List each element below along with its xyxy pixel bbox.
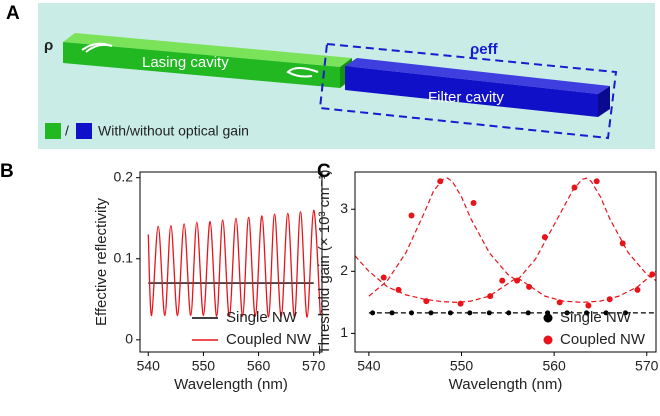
marker	[541, 234, 548, 241]
marker	[525, 310, 531, 316]
y-axis-label: Effective reflectivity	[93, 197, 110, 326]
panel-label: C	[317, 161, 331, 182]
line	[147, 209, 321, 318]
line	[355, 255, 656, 303]
dashed-box	[318, 42, 618, 140]
marker	[593, 178, 600, 185]
marker	[423, 298, 430, 305]
line	[368, 177, 656, 297]
x-tick-label: 550	[192, 358, 216, 374]
marker	[470, 200, 477, 207]
lasing-label: Lasing cavity	[142, 54, 229, 71]
legend-text: With/without optical gain	[98, 123, 249, 139]
panel-label: B	[0, 161, 14, 182]
arrow	[286, 67, 319, 78]
filter-top	[345, 58, 610, 94]
marker	[585, 302, 592, 309]
plot-frame	[139, 171, 323, 353]
lasing-cavity	[63, 42, 340, 88]
y-tick-label: 0.2	[114, 168, 134, 184]
legend-label: Coupled NW	[226, 331, 312, 348]
marker	[622, 310, 628, 316]
legend-green	[45, 123, 61, 139]
x-tick-label: 540	[137, 358, 161, 374]
y-tick-label: 3	[340, 200, 348, 216]
x-tick-label: 540	[357, 358, 381, 374]
x-tick-label: 550	[450, 358, 474, 374]
marker	[619, 240, 626, 247]
marker	[649, 271, 656, 278]
x-axis-label: Wavelength (nm)	[449, 376, 563, 393]
marker	[389, 310, 395, 316]
y-tick-label: 0	[125, 331, 133, 347]
marker	[634, 286, 641, 293]
arrow	[81, 42, 113, 53]
x-tick-label: 570	[635, 358, 659, 374]
legend-label: Single NW	[560, 309, 632, 326]
marker	[556, 299, 563, 306]
marker	[467, 310, 473, 316]
legend-marker	[543, 313, 553, 323]
x-axis-label: Wavelength (nm)	[174, 376, 288, 393]
y-tick-label: 2	[340, 262, 348, 278]
filter-label: Filter cavity	[428, 89, 504, 106]
plot-frame	[354, 171, 657, 353]
y-tick-label: 1	[340, 324, 348, 340]
marker	[370, 310, 376, 316]
marker	[606, 296, 613, 303]
marker	[486, 310, 492, 316]
y-tick-label: 0.1	[114, 249, 134, 265]
marker	[564, 310, 570, 316]
marker	[395, 286, 402, 293]
marker	[506, 310, 512, 316]
marker	[437, 178, 444, 185]
marker	[584, 310, 590, 316]
marker	[487, 293, 494, 300]
marker	[514, 277, 521, 284]
panel-label: A	[6, 3, 20, 24]
lasing-top	[63, 33, 352, 67]
filter-end	[598, 86, 610, 117]
y-axis-label: Threshold gain (× 10³ cm⁻¹)	[316, 169, 333, 354]
x-tick-label: 560	[247, 358, 271, 374]
marker	[603, 310, 609, 316]
marker	[499, 277, 506, 284]
marker	[457, 300, 464, 307]
x-tick-label: 560	[542, 358, 566, 374]
rho-label: ρ	[44, 37, 53, 54]
marker	[408, 212, 415, 219]
legend-label: Single NW	[226, 309, 298, 326]
x-tick-label: 570	[302, 358, 326, 374]
legend-slash: /	[65, 123, 69, 139]
marker	[447, 310, 453, 316]
legend-label: Coupled NW	[560, 331, 646, 348]
filter-cavity	[345, 66, 598, 117]
marker	[380, 274, 387, 281]
legend-blue	[76, 123, 92, 139]
rho-eff-label: ρeff	[470, 41, 499, 58]
marker	[526, 283, 533, 290]
marker	[408, 310, 414, 316]
marker	[428, 310, 434, 316]
legend-marker	[543, 335, 553, 345]
marker	[571, 184, 578, 191]
